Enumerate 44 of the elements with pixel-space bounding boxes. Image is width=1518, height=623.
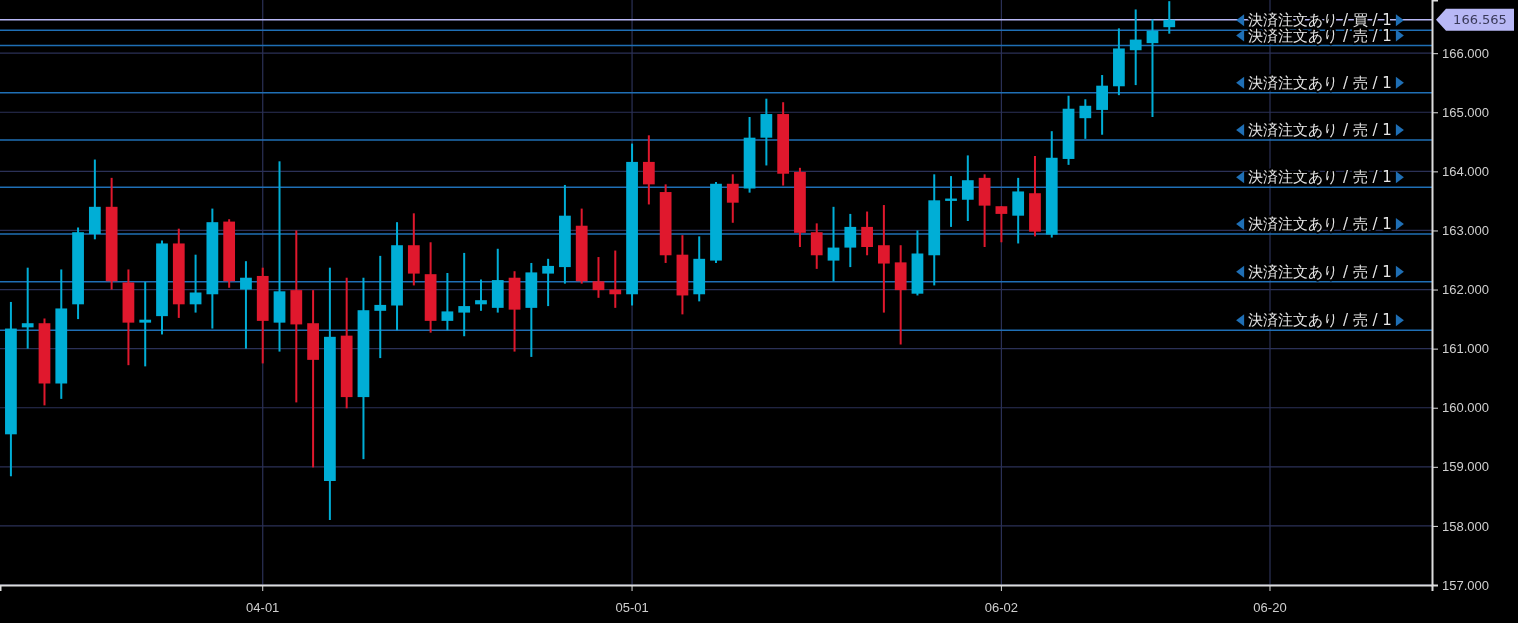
ref-line-label: 決済注文あり / 売 / 1 [1248, 73, 1392, 92]
y-tick-label: 159.000 [1442, 459, 1489, 475]
candlestick [1163, 0, 1176, 35]
candlestick [475, 278, 487, 312]
candlestick [21, 266, 34, 350]
candlestick [961, 154, 974, 222]
candlestick [844, 212, 857, 269]
x-tick-label: 06-02 [984, 600, 1019, 616]
candlestick [1129, 8, 1142, 87]
x-tick-label: 04-01 [246, 600, 280, 616]
x-tick-label: 06-20 [1253, 600, 1287, 616]
candlestick [1079, 98, 1092, 140]
candlestick [374, 254, 387, 360]
y-tick-label: 158.000 [1442, 518, 1489, 534]
y-tick-label: 157.000 [1442, 577, 1489, 593]
y-tick-label: 162.000 [1442, 282, 1489, 298]
y-tick-label: 160.000 [1442, 400, 1489, 416]
candlestick [542, 257, 554, 308]
ref-line-label: 決済注文あり / 売 / 1 [1248, 311, 1392, 330]
y-tick-label: 163.000 [1442, 223, 1489, 239]
ref-line-label: 決済注文あり / 売 / 1 [1248, 121, 1392, 140]
candlestick [458, 251, 471, 338]
candlestick [810, 222, 823, 270]
y-tick-label: 161.000 [1442, 341, 1489, 357]
candlestick [827, 205, 840, 283]
ref-line-label: 決済注文あり / 売 / 1 [1248, 168, 1392, 187]
candlestick [240, 260, 252, 350]
text: 166.565 [1453, 12, 1507, 28]
candlestick [726, 173, 739, 224]
ref-line-label: 決済注文あり / 売 / 1 [1248, 262, 1392, 281]
candlestick [861, 210, 873, 257]
candlestick [1146, 18, 1159, 118]
candlestick [878, 204, 890, 314]
y-tick-label: 166.000 [1442, 45, 1489, 61]
candlestick [760, 97, 773, 167]
candlestick [995, 205, 1008, 244]
candlestick [592, 256, 605, 299]
candlestick [139, 280, 152, 368]
y-tick-label: 164.000 [1442, 164, 1489, 180]
y-tick-label: 165.000 [1442, 104, 1489, 120]
candlestick [642, 134, 655, 206]
candlestick [441, 272, 454, 332]
x-tick-label: 05-01 [615, 600, 649, 616]
ref-line-label: 決済注文あり / 売 / 1 [1248, 215, 1392, 233]
